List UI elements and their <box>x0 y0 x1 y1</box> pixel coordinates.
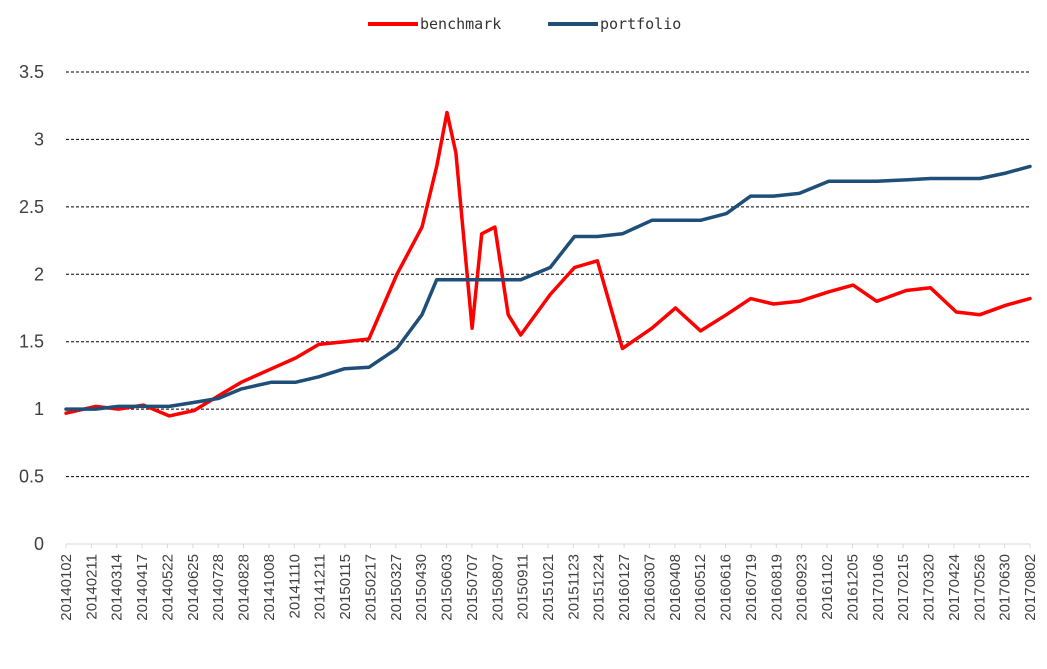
x-tick-label: 20140828 <box>236 554 253 621</box>
x-tick-label: 20140522 <box>159 554 176 621</box>
x-tick-label: 20150707 <box>464 554 481 621</box>
x-tick-label: 20170424 <box>946 554 963 621</box>
legend: benchmark portfolio <box>368 15 681 33</box>
x-tick-label: 20160819 <box>768 554 785 621</box>
x-tick-label: 20161205 <box>844 554 861 621</box>
x-tick-label: 20150217 <box>362 554 379 621</box>
x-tick-label: 20170106 <box>870 554 887 621</box>
x-tick-label: 20150603 <box>439 554 456 621</box>
series-lines <box>64 110 1032 418</box>
x-tick-label: 20150807 <box>489 554 506 621</box>
x-tick-label: 20140102 <box>58 554 75 621</box>
x-tick-label: 20140211 <box>83 554 100 620</box>
x-tick-label: 20160408 <box>667 554 684 621</box>
x-tick-label: 20170320 <box>921 554 938 621</box>
x-tick-label: 20150911 <box>515 554 532 620</box>
x-tick-label: 20160616 <box>718 554 735 621</box>
x-tick-label: 20170215 <box>895 554 912 621</box>
x-axis-ticks: 20140102 20140211 20140314 20140417 20140522… <box>58 544 1039 621</box>
series-line-portfolio <box>64 164 1032 411</box>
x-tick-label: 20151224 <box>591 554 608 621</box>
y-tick-label: 0.5 <box>19 467 44 487</box>
x-tick-label: 20160307 <box>641 554 658 621</box>
x-tick-label: 20160719 <box>743 554 760 621</box>
y-tick-label: 2.5 <box>19 197 44 217</box>
y-tick-label: 0 <box>34 534 44 554</box>
x-tick-label: 20141110 <box>286 554 303 619</box>
y-tick-label: 3 <box>34 129 44 149</box>
y-tick-label: 3.5 <box>19 62 44 82</box>
x-tick-label: 20141008 <box>261 554 278 621</box>
legend-label-benchmark: benchmark <box>420 15 501 33</box>
series-line-benchmark <box>64 110 1032 418</box>
legend-label-portfolio: portfolio <box>600 15 681 33</box>
gridlines <box>66 71 1030 478</box>
x-tick-label: 20160512 <box>692 554 709 621</box>
x-tick-label: 20160127 <box>616 554 633 621</box>
x-tick-label: 20140417 <box>134 554 151 621</box>
x-tick-label: 20150430 <box>413 554 430 621</box>
x-tick-label: 20160923 <box>794 554 811 621</box>
x-tick-label: 20151021 <box>540 554 557 621</box>
x-tick-label: 20150115 <box>337 554 354 620</box>
y-axis-ticks: 0 0.5 1 1.5 2 2.5 3 3.5 <box>19 62 44 554</box>
x-tick-label: 20161102 <box>819 554 836 620</box>
y-tick-label: 1 <box>34 399 44 419</box>
x-tick-label: 20140728 <box>210 554 227 621</box>
x-tick-label: 20151123 <box>565 554 582 620</box>
y-tick-label: 2 <box>34 264 44 284</box>
x-tick-label: 20170802 <box>1022 554 1039 621</box>
x-tick-label: 20140314 <box>109 554 126 621</box>
x-tick-label: 20141211 <box>312 554 329 620</box>
x-tick-label: 20170526 <box>971 554 988 621</box>
x-tick-label: 20150327 <box>388 554 405 621</box>
y-tick-label: 1.5 <box>19 332 44 352</box>
x-tick-label: 20170630 <box>997 554 1014 621</box>
x-tick-label: 20140625 <box>185 554 202 621</box>
